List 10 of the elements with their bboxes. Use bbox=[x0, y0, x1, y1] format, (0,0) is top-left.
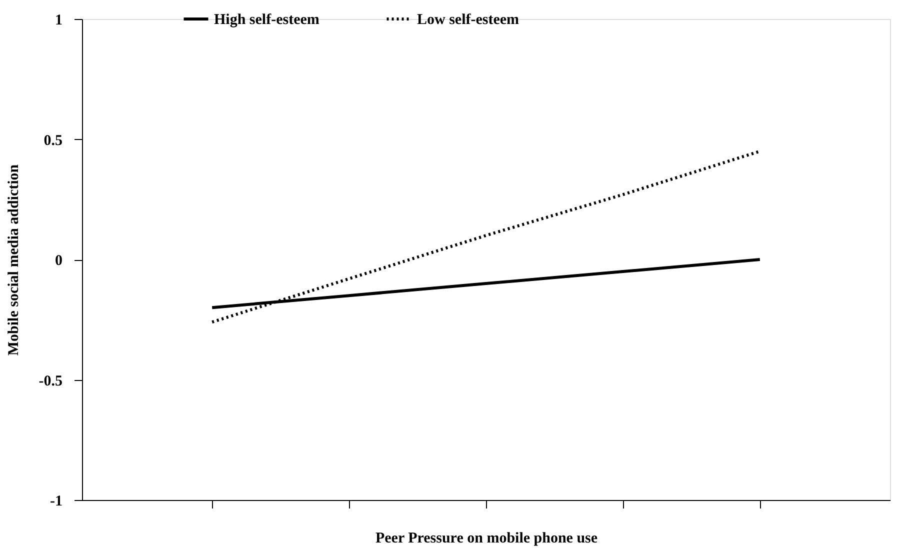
y-tick-label: -1 bbox=[50, 494, 62, 510]
x-axis-title: Peer Pressure on mobile phone use bbox=[375, 530, 598, 546]
legend-label: High self-esteem bbox=[214, 12, 320, 28]
y-tick-label: -0.5 bbox=[38, 373, 62, 390]
y-axis-title: Mobile social media addiction bbox=[6, 164, 22, 356]
y-tick-label: 0.5 bbox=[44, 132, 62, 149]
y-tick-label: 1 bbox=[55, 12, 62, 28]
line-series bbox=[210, 150, 762, 324]
legend-label: Low self-esteem bbox=[417, 12, 520, 28]
y-tick-label: 0 bbox=[55, 253, 62, 269]
